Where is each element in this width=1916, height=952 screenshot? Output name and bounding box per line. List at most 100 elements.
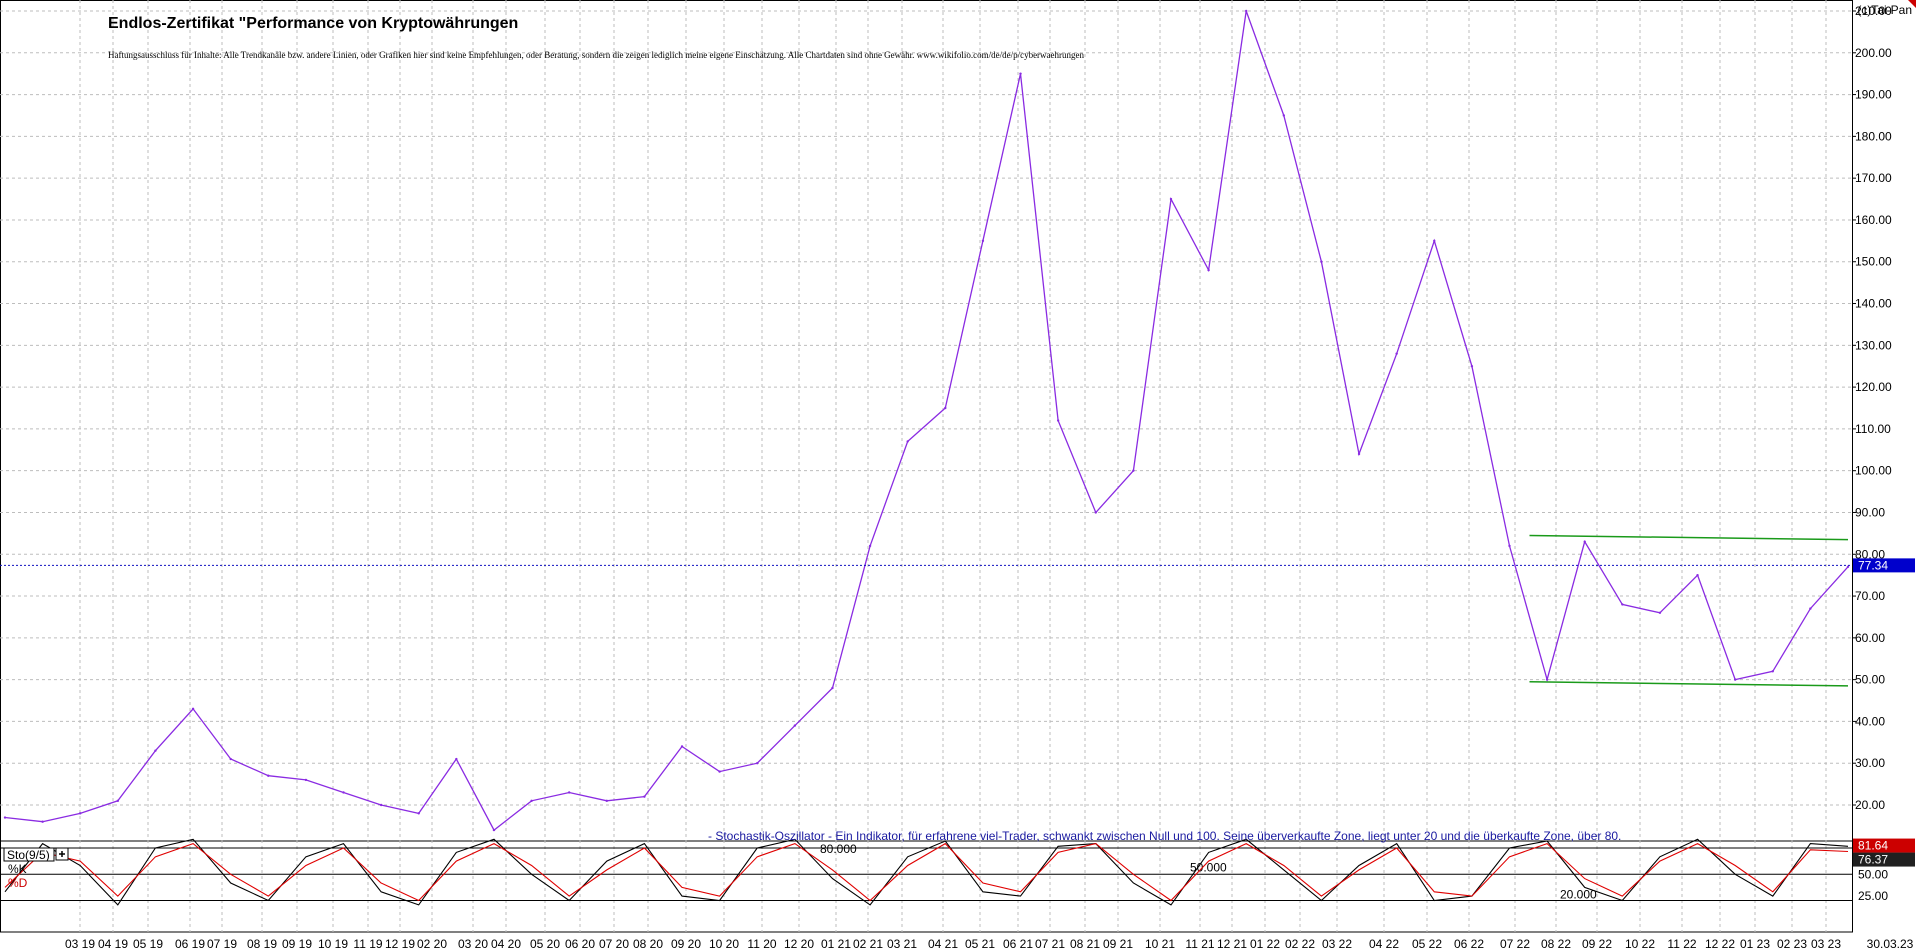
oscillator-name: Sto(9/5) xyxy=(7,848,50,862)
y-tick-label: 130.00 xyxy=(1855,338,1892,352)
oscillator-legend[interactable]: Sto(9/5) %K %D xyxy=(3,847,69,890)
osc-d-line xyxy=(4,842,1849,902)
price-point xyxy=(605,799,608,803)
copyright-label: (c)Tai-Pan xyxy=(1857,3,1912,17)
x-tick-label: 09 22 xyxy=(1582,937,1612,951)
osc-k-line xyxy=(4,838,1849,906)
y-tick-label: 20.00 xyxy=(1855,798,1885,812)
y-tick-label: 60.00 xyxy=(1855,631,1885,645)
y-tick-label: 70.00 xyxy=(1855,589,1885,603)
price-point xyxy=(868,544,872,548)
x-tick-label: 09 20 xyxy=(671,937,701,951)
price-point xyxy=(1320,260,1323,263)
price-point xyxy=(1207,268,1210,272)
price-point xyxy=(831,686,834,690)
price-point xyxy=(3,816,7,819)
x-tick-label: 10 21 xyxy=(1145,937,1175,951)
osc-d-badge xyxy=(1853,852,1915,867)
x-tick-label: 05 22 xyxy=(1412,937,1442,951)
x-tick-label: 02 22 xyxy=(1285,937,1315,951)
y-tick-label: 210.00 xyxy=(1855,4,1892,18)
oscillator-panel: 80.000 50.000 20.000 xyxy=(0,838,1852,906)
x-tick-label: 03 20 xyxy=(458,937,488,951)
grid xyxy=(0,0,1853,933)
price-point xyxy=(680,745,684,748)
price-point xyxy=(492,828,496,832)
x-tick-label: 03 19 xyxy=(65,937,95,951)
x-tick-label: 05 20 xyxy=(530,937,560,951)
osc-y-tick-label: 25.00 xyxy=(1858,889,1888,903)
x-tick-label: 06 20 xyxy=(565,937,595,951)
price-point xyxy=(1019,72,1022,75)
price-point xyxy=(981,239,985,243)
x-tick-label: 04 21 xyxy=(928,937,958,951)
osc-y-tick-label: 50.00 xyxy=(1858,867,1888,881)
x-tick-label: 06 21 xyxy=(1003,937,1033,951)
x-tick-label: 03 23 xyxy=(1811,937,1841,951)
x-tick-label: 01 22 xyxy=(1250,937,1280,951)
x-tick-label: 10 19 xyxy=(318,937,348,951)
chart-title: Endlos-Zertifikat "Performance von Krypt… xyxy=(108,15,518,32)
y-tick-label: 90.00 xyxy=(1855,505,1885,519)
y-tick-label: 180.00 xyxy=(1855,129,1892,143)
y-tick-label: 200.00 xyxy=(1855,46,1892,60)
x-tick-label: 10 22 xyxy=(1625,937,1655,951)
y-tick-label: 190.00 xyxy=(1855,88,1892,102)
x-tick-label: 06 19 xyxy=(175,937,205,951)
price-point xyxy=(1282,114,1286,117)
x-tick-label: 07 19 xyxy=(207,937,237,951)
x-tick-label: 08 19 xyxy=(247,937,277,951)
price-point xyxy=(1357,452,1361,456)
price-point xyxy=(379,803,383,807)
price-point xyxy=(1470,365,1474,368)
price-point xyxy=(1583,540,1586,543)
price-point xyxy=(154,749,157,752)
y-tick-label: 160.00 xyxy=(1855,213,1892,227)
x-tick-label: 12 19 xyxy=(385,937,415,951)
current-price-badge xyxy=(1853,558,1915,573)
price-point xyxy=(718,770,721,773)
x-tick-label: 03 21 xyxy=(887,937,917,951)
x-tick-label: 12 22 xyxy=(1705,937,1735,951)
y-tick-label: 140.00 xyxy=(1855,297,1892,311)
x-tick-label: 08 21 xyxy=(1070,937,1100,951)
price-point xyxy=(1056,419,1060,422)
osc-level-label-50: 50.000 xyxy=(1190,860,1227,874)
x-tick-label: 04 19 xyxy=(98,937,128,951)
oscillator-caption: - Stochastik-Oszillator - Ein Indikator,… xyxy=(708,829,1621,843)
price-point xyxy=(1433,239,1436,243)
x-tick-label: 05 21 xyxy=(965,937,995,951)
price-point xyxy=(1696,573,1699,577)
y-tick-label: 150.00 xyxy=(1855,255,1892,269)
price-point xyxy=(417,812,420,815)
osc-level-label-80: 80.000 xyxy=(820,842,857,856)
price-point xyxy=(191,707,195,711)
price-point xyxy=(1245,9,1248,13)
price-point xyxy=(530,799,533,803)
price-point xyxy=(455,757,458,761)
price-point xyxy=(906,440,909,443)
price-point xyxy=(1771,670,1774,673)
osc-d-value: 76.37 xyxy=(1858,853,1888,867)
oscillator-legend-box xyxy=(3,847,55,862)
x-tick-label: 30.03.23 xyxy=(1867,937,1914,951)
y-tick-label: 40.00 xyxy=(1855,714,1885,728)
current-price-label: 77.34 xyxy=(1858,558,1888,572)
price-point xyxy=(79,812,82,815)
price-point xyxy=(1508,544,1511,548)
price-point xyxy=(116,799,120,803)
price-point xyxy=(1809,607,1812,610)
x-tick-label: 02 23 xyxy=(1777,937,1807,951)
price-point xyxy=(1733,678,1737,681)
price-point xyxy=(793,724,797,727)
x-tick-label: 07 20 xyxy=(599,937,629,951)
price-point xyxy=(267,774,270,777)
osc-level-label-20: 20.000 xyxy=(1560,888,1597,902)
k-label: %K xyxy=(8,862,27,876)
x-tick-label: 07 22 xyxy=(1500,937,1530,951)
x-tick-label: 03 22 xyxy=(1322,937,1352,951)
trend-line-resistance xyxy=(1529,534,1849,541)
price-point xyxy=(304,778,308,782)
price-point xyxy=(1545,678,1549,681)
disclaimer-text: Haftungsausschluss für Inhalte: Alle Tre… xyxy=(108,50,1085,60)
